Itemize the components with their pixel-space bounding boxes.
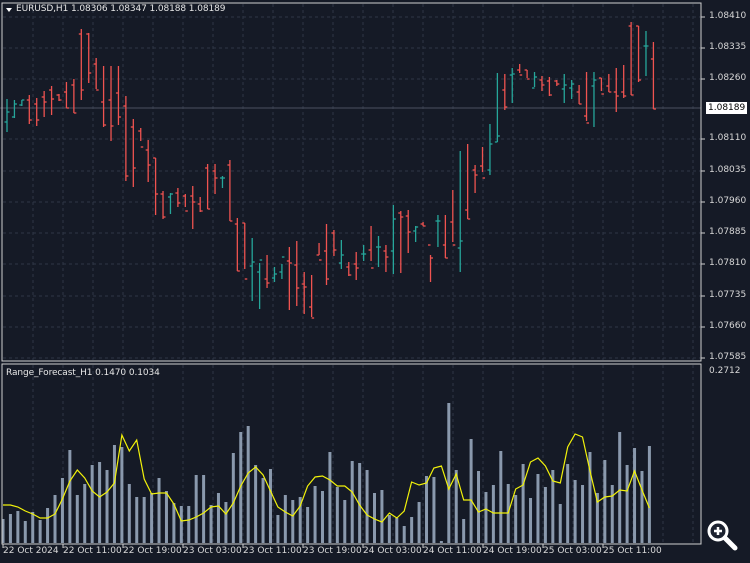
time-axis-label: 24 Oct 19:00 bbox=[483, 546, 542, 556]
indicator-grid bbox=[32, 365, 694, 543]
price-axis-label: 1.08035 bbox=[709, 165, 747, 175]
indicator-header: Range_Forecast_H1 0.1470 0.1034 bbox=[6, 368, 160, 378]
time-axis-label: 24 Oct 03:00 bbox=[363, 546, 422, 556]
magnifier-plus-icon bbox=[707, 520, 738, 551]
price-axis-label: 1.08260 bbox=[709, 73, 747, 83]
time-axis-label: 23 Oct 03:00 bbox=[183, 546, 242, 556]
range-histogram bbox=[1, 403, 651, 543]
triangle-down-icon[interactable] bbox=[6, 8, 12, 12]
price-axis-label: 1.08110 bbox=[709, 133, 747, 143]
indicator-panel-border bbox=[1, 363, 702, 545]
time-axis-label: 23 Oct 19:00 bbox=[303, 546, 362, 556]
time-axis-label: 22 Oct 11:00 bbox=[63, 546, 122, 556]
time-axis-label: 24 Oct 11:00 bbox=[423, 546, 482, 556]
indicator-axis-max: 0.2712 bbox=[709, 366, 741, 376]
current-price-tag: 1.08189 bbox=[706, 102, 748, 114]
price-axis-label: 1.07585 bbox=[709, 352, 747, 362]
price-axis-label: 1.07735 bbox=[709, 290, 747, 300]
price-axis-label: 1.07810 bbox=[709, 258, 747, 268]
axis-ticks bbox=[2, 16, 705, 548]
time-axis-label: 25 Oct 11:00 bbox=[603, 546, 662, 556]
zoom-in-button[interactable] bbox=[705, 518, 739, 552]
ohlc-bars bbox=[4, 22, 656, 319]
time-axis-label: 22 Oct 2024 bbox=[3, 546, 59, 556]
time-axis-label: 25 Oct 03:00 bbox=[543, 546, 602, 556]
price-axis-label: 1.07660 bbox=[709, 321, 747, 331]
main-panel-border bbox=[1, 2, 702, 362]
range-forecast-line bbox=[3, 432, 650, 523]
time-axis-label: 23 Oct 11:00 bbox=[243, 546, 302, 556]
time-axis-label: 22 Oct 19:00 bbox=[123, 546, 182, 556]
price-axis-label: 1.07960 bbox=[709, 196, 747, 206]
price-axis-label: 1.08335 bbox=[709, 42, 747, 52]
price-axis-label: 1.08410 bbox=[709, 11, 747, 21]
price-axis-label: 1.07885 bbox=[709, 227, 747, 237]
symbol-header: EURUSD,H1 1.08306 1.08347 1.08188 1.0818… bbox=[16, 4, 226, 14]
main-grid bbox=[3, 4, 701, 360]
